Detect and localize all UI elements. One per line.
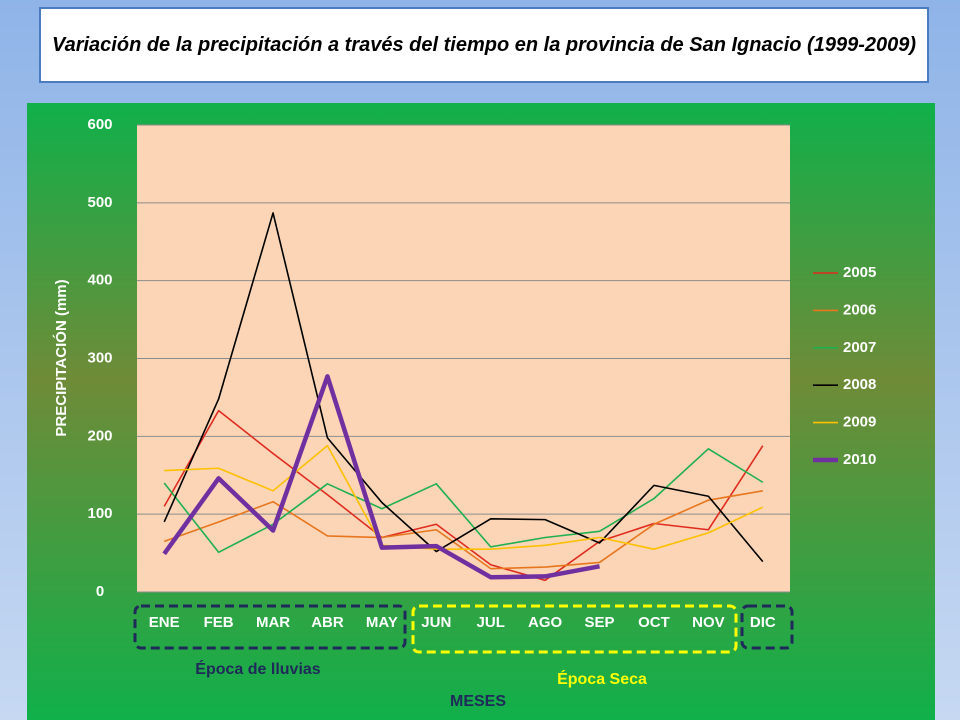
series-line bbox=[164, 444, 764, 550]
x-tick-label: OCT bbox=[638, 614, 670, 631]
series-line bbox=[162, 374, 600, 580]
x-tick-label: JUN bbox=[421, 614, 451, 631]
x-tick-label: AGO bbox=[528, 614, 563, 631]
x-tick-label: FEB bbox=[204, 614, 234, 631]
x-tick-label: MAY bbox=[366, 614, 398, 631]
y-tick-label: 500 bbox=[87, 194, 112, 211]
rain-season-box bbox=[133, 604, 407, 650]
x-tick-label: JUL bbox=[477, 614, 505, 631]
x-tick-label: ABR bbox=[311, 614, 344, 631]
x-tick-label: ENE bbox=[149, 614, 180, 631]
y-tick-label: 300 bbox=[87, 349, 112, 366]
x-axis-label: MESES bbox=[450, 693, 506, 710]
legend-label: 2006 bbox=[843, 301, 876, 318]
series-line bbox=[163, 212, 764, 563]
y-tick-label: 100 bbox=[87, 505, 112, 522]
legend-label: 2005 bbox=[843, 264, 876, 281]
y-tick-label: 0 bbox=[96, 583, 104, 600]
title-holder: Variación de la precipitación a través d… bbox=[51, 34, 917, 56]
dry-season-box bbox=[411, 604, 738, 654]
title-box bbox=[39, 7, 929, 83]
y-tick-label: 400 bbox=[87, 272, 112, 289]
y-axis-label: PRECIPITACIÓN (mm) bbox=[52, 279, 70, 436]
x-tick-label: MAR bbox=[256, 614, 290, 631]
rain-season-box bbox=[740, 604, 794, 650]
x-tick-label: NOV bbox=[692, 614, 725, 631]
series-line bbox=[163, 409, 764, 582]
x-tick-label: SEP bbox=[585, 614, 615, 631]
series-line bbox=[163, 447, 764, 554]
annotation: Época Seca bbox=[557, 669, 647, 688]
legend-label: 2009 bbox=[843, 414, 876, 431]
x-tick-label: DIC bbox=[750, 614, 776, 631]
y-tick-label: 200 bbox=[87, 427, 112, 444]
legend-label: 2007 bbox=[843, 339, 876, 356]
chart-title: Variación de la precipitación a través d… bbox=[51, 34, 917, 56]
y-tick-label: 600 bbox=[87, 116, 112, 133]
legend-label: 2010 bbox=[843, 451, 876, 468]
annotation: Época de lluvias bbox=[195, 659, 320, 678]
legend-label: 2008 bbox=[843, 376, 876, 393]
